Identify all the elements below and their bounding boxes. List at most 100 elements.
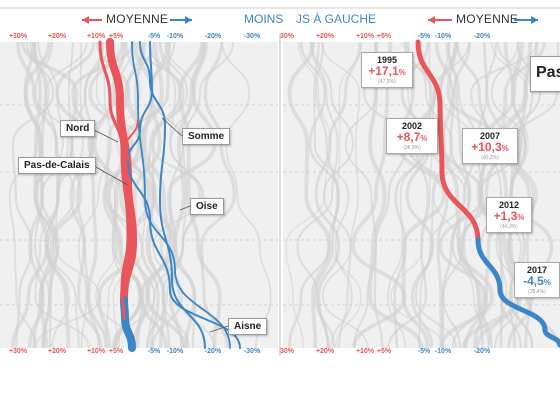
subvalue-2002: (38,8%): [403, 145, 421, 151]
background-line-0-40: [95, 41, 147, 349]
background-line-0-30: [221, 41, 272, 349]
background-line-0-16: [199, 41, 236, 349]
label-somme: Somme: [182, 128, 231, 145]
background-line-0-31: [152, 41, 215, 349]
background-line-1-21: [446, 41, 499, 349]
line-pas-de-calais-right-blue: [475, 237, 560, 348]
header-average-right: MOYENNE: [456, 12, 519, 26]
background-line-1-36: [414, 41, 457, 349]
bottom-left-tick-2: +10%: [86, 348, 106, 355]
year-1995: 1995: [376, 55, 398, 65]
subvalue-2007: (40,2%): [481, 155, 499, 161]
top-right-tick-2: +10%: [355, 33, 375, 40]
bottom-right-tick-6: -20%: [473, 348, 491, 355]
background-line-1-35: [363, 41, 408, 349]
label-aisne: Aisne: [228, 318, 268, 335]
background-line-0-38: [145, 41, 201, 349]
top-left-tick-1: +20%: [47, 33, 67, 40]
bottom-left-tick-3: +5%: [108, 348, 124, 355]
background-line-1-42: [396, 41, 446, 349]
background-line-1-14: [313, 41, 353, 349]
top-left-tick-2: +10%: [86, 33, 106, 40]
background-line-1-26: [320, 41, 369, 349]
background-line-1-3: [400, 41, 435, 349]
background-line-0-19: [8, 41, 50, 349]
line-somme: [139, 41, 206, 349]
top-left-tick-6: -20%: [204, 33, 222, 40]
background-line-0-39: [95, 41, 140, 349]
year-2017: 2017: [526, 265, 548, 275]
background-line-0-12: [11, 41, 55, 349]
top-right-tick-5: -10%: [434, 33, 452, 40]
bottom-left-tick-5: -10%: [166, 348, 184, 355]
line-oise: [131, 41, 231, 349]
top-left-tick-3: +5%: [108, 33, 124, 40]
background-line-1-41: [506, 41, 542, 349]
background-line-0-41: [77, 41, 112, 349]
top-right-tick-0: 30%: [279, 33, 295, 40]
annotation-2002: 2002 +8,7% (38,8%): [386, 118, 438, 154]
value-2002: +8,7%: [396, 130, 428, 144]
top-right-tick-4: -5%: [417, 33, 431, 40]
top-right-tick-3: +5%: [376, 33, 392, 40]
annotation-2012: 2012 +1,3% (44,3%): [486, 197, 532, 233]
callout-pointer-1: [91, 164, 129, 186]
bottom-right-tick-4: -5%: [417, 348, 431, 355]
background-line-1-37: [367, 41, 424, 349]
year-2002: 2002: [401, 121, 423, 131]
background-line-1-44: [310, 41, 354, 349]
bottom-left-tick-6: -20%: [204, 348, 222, 355]
subvalue-2017: (35,4%): [528, 289, 546, 295]
bottom-left-tick-0: +30%: [8, 348, 28, 355]
background-line-0-14: [112, 41, 149, 349]
bottom-right-tick-3: +5%: [376, 348, 392, 355]
annotation-1995: 1995 +17,1% (47,5%): [361, 52, 413, 88]
value-2007: +10,3%: [471, 140, 509, 154]
top-right-tick-1: +20%: [315, 33, 335, 40]
value-2012: +1,3%: [493, 209, 525, 223]
bottom-right-tick-1: +20%: [315, 348, 335, 355]
bottom-left-tick-4: -5%: [147, 348, 161, 355]
callout-pointer-2: [161, 117, 183, 137]
arrow-right-blue-head: [185, 16, 192, 24]
line-aisne-red-part: [123, 119, 139, 161]
top-left-tick-4: -5%: [147, 33, 161, 40]
line-nord: [98, 40, 130, 320]
bottom-left-tick-7: -30%: [243, 348, 261, 355]
background-line-0-36: [92, 41, 138, 349]
background-line-0-8: [178, 41, 222, 349]
top-right-tick-6: -20%: [473, 33, 491, 40]
background-line-0-44: [169, 41, 235, 349]
top-left-tick-0: +30%: [8, 33, 28, 40]
subvalue-1995: (47,5%): [378, 79, 396, 85]
top-left-tick-5: -10%: [166, 33, 184, 40]
annotation-2007: 2007 +10,3% (40,2%): [462, 128, 518, 164]
year-2012: 2012: [498, 200, 520, 210]
year-2007: 2007: [479, 131, 501, 141]
background-line-1-24: [314, 41, 362, 349]
background-line-1-6: [390, 41, 445, 349]
line-aisne: [126, 41, 241, 349]
callout-pointer-4: [209, 325, 229, 333]
label-pas-de-calais: Pas-de-Calais: [18, 157, 96, 174]
line-pas-de-calais-red: [106, 38, 138, 304]
callout-pointer-3: [179, 205, 191, 211]
background-line-1-40: [314, 41, 339, 349]
header-less: MOINS: [244, 12, 284, 26]
top-left-tick-7: -30%: [243, 33, 261, 40]
background-line-0-34: [32, 41, 60, 349]
annotation-2017: 2017 -4,5% (35,4%): [514, 262, 560, 298]
value-1995: +17,1%: [368, 64, 406, 78]
bottom-right-tick-0: 30%: [279, 348, 295, 355]
background-line-1-18: [287, 41, 332, 349]
background-line-0-37: [10, 41, 60, 349]
chart-title-box: Pas: [530, 56, 560, 92]
background-line-0-22: [136, 41, 185, 349]
background-line-0-42: [34, 41, 64, 349]
bottom-right-tick-2: +10%: [355, 348, 375, 355]
background-line-1-15: [393, 41, 433, 349]
arrow-left-red-2-head: [428, 16, 435, 24]
value-2017: -4,5%: [523, 274, 551, 288]
label-oise: Oise: [190, 198, 224, 215]
